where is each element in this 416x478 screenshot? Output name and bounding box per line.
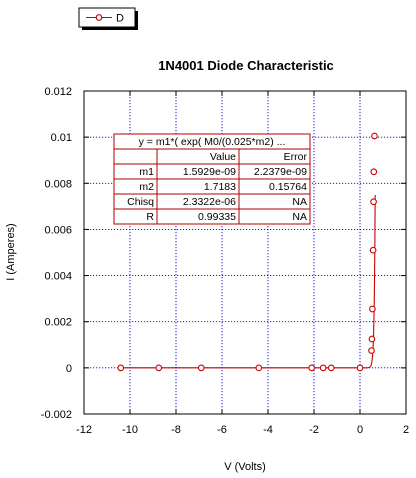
fit-table-cell: 2.3322e-06 [183, 196, 236, 208]
x-axis-label: V (Volts) [224, 461, 266, 473]
fit-table-cell: Error [284, 151, 308, 163]
x-tick-label: 0 [357, 424, 363, 436]
fit-table-cell: Value [210, 151, 236, 163]
data-point [319, 364, 327, 372]
axis-tick-labels: -12 -10 -8 -6 -4 -2 0 2 -0.002 0 0.002 0.004 0.006 0.… [41, 86, 409, 436]
x-tick-label: 2 [403, 424, 409, 436]
data-point [370, 168, 378, 176]
legend-marker [95, 14, 103, 21]
fit-table-cell: 1.5929e-09 [183, 166, 236, 178]
fit-table-cell: 0.99335 [198, 211, 236, 223]
data-point [327, 364, 335, 372]
x-tick-label: -2 [309, 424, 319, 436]
data-point [255, 364, 263, 372]
data-point [368, 347, 375, 354]
data-point [370, 198, 377, 206]
data-point [369, 305, 376, 313]
y-tick-label: 0.008 [44, 178, 72, 190]
x-tick-label: -12 [76, 424, 92, 436]
fit-table-cell: Chisq [127, 196, 154, 208]
series-d [117, 132, 378, 372]
fit-table-cell: m2 [139, 181, 154, 193]
x-tick-label: -10 [122, 424, 138, 436]
y-tick-label: 0.006 [44, 224, 72, 236]
y-tick-label: 0 [66, 363, 72, 375]
fit-table-cell: NA [292, 211, 307, 223]
data-point [197, 364, 205, 372]
chart-title: 1N4001 Diode Characteristic [158, 58, 334, 73]
x-tick-label: -6 [217, 424, 227, 436]
y-tick-label: 0.01 [51, 132, 72, 144]
fit-equation: y = m1*( exp( M0/(0.025*m2) ... [139, 136, 286, 148]
data-point [155, 364, 163, 372]
y-tick-label: -0.002 [41, 409, 72, 421]
fit-table-cell: m1 [139, 166, 154, 178]
y-tick-label: 0.002 [44, 317, 72, 329]
legend: D [78, 7, 138, 30]
x-tick-label: -4 [263, 424, 273, 436]
data-point [368, 335, 376, 343]
fit-table-cell: 2.2379e-09 [254, 166, 307, 178]
data-point [369, 246, 377, 254]
fit-table-cell: R [146, 211, 154, 223]
x-tick-label: -8 [171, 424, 181, 436]
data-point [308, 364, 316, 372]
data-point [117, 364, 125, 372]
axis-ticks [83, 90, 407, 415]
y-tick-label: 0.012 [44, 86, 72, 98]
data-point [356, 364, 364, 372]
fit-table-cell: 0.15764 [269, 181, 307, 193]
fit-results-table: y = m1*( exp( M0/(0.025*m2) ... Value Erro… [113, 133, 311, 225]
y-tick-label: 0.004 [44, 271, 72, 283]
fit-table-cell: NA [292, 196, 307, 208]
fit-table-cell: 1.7183 [204, 181, 236, 193]
plot-frame [83, 90, 407, 415]
legend-label: D [116, 13, 124, 25]
y-axis-label: I (Amperes) [5, 223, 17, 280]
data-point [371, 132, 378, 140]
